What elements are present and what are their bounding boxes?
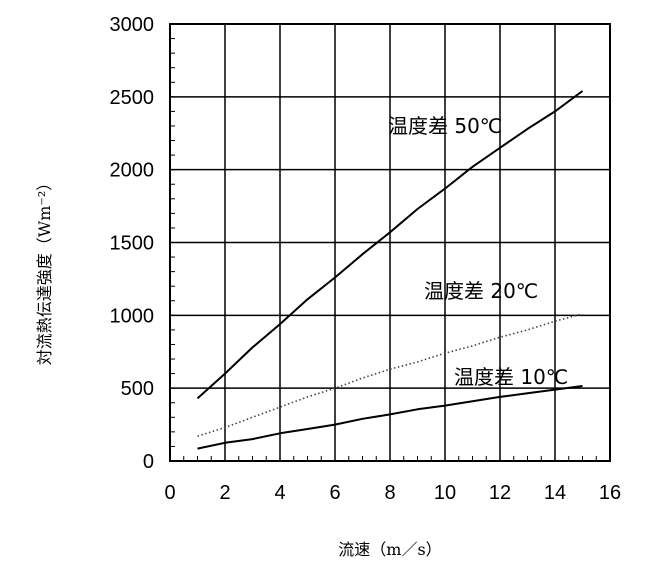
x-tick-label-14: 14 (544, 482, 566, 504)
x-tick-label-12: 12 (489, 482, 511, 504)
y-tick-label-500: 500 (121, 378, 154, 400)
series-line-1 (197, 313, 583, 437)
x-tick-label-10: 10 (434, 482, 456, 504)
series-line-0 (196, 90, 584, 400)
x-tick-label-8: 8 (384, 482, 395, 504)
series-label-10: 温度差 10℃ (454, 365, 568, 389)
x-tick-label-4: 4 (274, 482, 285, 504)
series-label-20: 温度差 20℃ (424, 279, 538, 303)
x-tick-label-2: 2 (219, 482, 230, 504)
y-tick-labels: 0 500 1000 1500 2000 2500 3000 (110, 14, 155, 473)
series-label-50: 温度差 50℃ (388, 114, 502, 138)
y-tick-label-0: 0 (143, 451, 154, 473)
y-tick-label-2000: 2000 (110, 160, 155, 182)
tick-marks (169, 23, 611, 462)
x-tick-label-0: 0 (164, 482, 175, 504)
x-axis-title: 流速（m／s） (338, 540, 441, 559)
x-tick-label-6: 6 (329, 482, 340, 504)
series-lines (196, 90, 584, 450)
series-line-2 (197, 385, 583, 450)
y-axis-title: 対流熱伝達強度（Wm⁻²） (35, 175, 54, 365)
y-tick-label-1000: 1000 (110, 305, 155, 327)
x-tick-label-16: 16 (599, 482, 621, 504)
y-tick-label-2500: 2500 (110, 87, 155, 109)
x-tick-labels: 0 2 4 6 8 10 12 14 16 (164, 482, 621, 504)
y-tick-label-1500: 1500 (110, 233, 155, 255)
gridlines (170, 24, 610, 461)
y-tick-label-3000: 3000 (110, 14, 155, 36)
